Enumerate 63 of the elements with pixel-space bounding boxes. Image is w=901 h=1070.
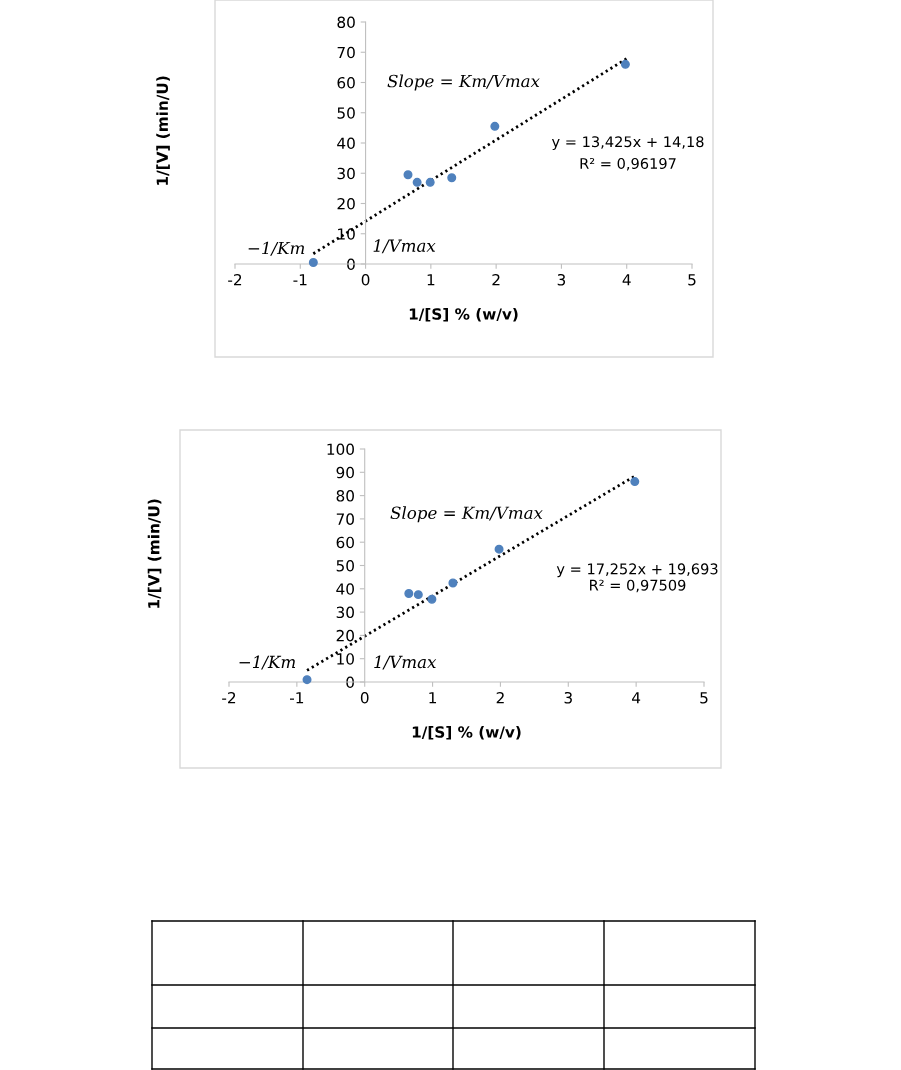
x-tick-label: 1 <box>429 692 437 704</box>
x-tick-label: 3 <box>557 273 566 286</box>
y-tick-label: 20 <box>337 197 355 210</box>
y-tick-label: 70 <box>337 46 355 59</box>
x-axis-title: 1/[S] % (w/v) <box>412 725 521 740</box>
y-tick-label: 0 <box>346 676 354 689</box>
point <box>412 177 422 187</box>
x-tick-label: -1 <box>289 692 304 704</box>
annotation: −1/Km <box>239 655 296 670</box>
y-tick-label: 40 <box>337 137 355 150</box>
y-tick-label: 60 <box>337 76 355 89</box>
y-tick-label: 0 <box>347 258 355 271</box>
y-tick-label: 80 <box>336 490 354 502</box>
y-tick-label: 100 <box>327 443 354 456</box>
y-tick-label: 10 <box>337 653 354 665</box>
x-tick-label: 2 <box>492 273 500 286</box>
y-tick-label: 30 <box>336 606 354 619</box>
x-tick-label: -2 <box>222 691 236 704</box>
y-tick-label: 80 <box>337 16 355 29</box>
point <box>425 177 435 187</box>
point <box>448 578 458 588</box>
y-axis-title: 1/[V] (min/U) <box>147 499 162 608</box>
y-tick-label: 30 <box>337 167 355 180</box>
annotation: y = 13,425x + 14,18 <box>551 136 704 151</box>
y-tick-label: 50 <box>337 107 355 119</box>
annotation: 1/Vmax <box>373 239 436 254</box>
y-tick-label: 90 <box>336 466 354 479</box>
x-tick-label: -1 <box>293 274 307 286</box>
point <box>404 588 414 598</box>
annotation: −1/Km <box>248 241 305 256</box>
annotation: 1/Vmax <box>374 655 437 670</box>
x-tick-label: 4 <box>622 274 631 286</box>
point <box>620 59 630 69</box>
y-tick-label: 70 <box>336 513 354 525</box>
y-axis-title: 1/[V] (min/U) <box>156 76 170 185</box>
annotation: R² = 0,96197 <box>580 157 676 171</box>
x-tick-label: 0 <box>360 691 369 704</box>
annotation: Slope = Km/Vmax <box>390 506 543 523</box>
y-tick-label: 20 <box>336 629 354 642</box>
annotation: Slope = Km/Vmax <box>387 74 540 91</box>
point <box>490 121 500 131</box>
annotation: R² = 0,97509 <box>590 579 686 593</box>
point <box>447 173 457 183</box>
point <box>413 590 423 600</box>
point <box>403 170 413 180</box>
x-tick-label: 3 <box>564 691 572 704</box>
x-tick-label: -2 <box>228 273 242 286</box>
x-tick-label: 0 <box>361 273 370 286</box>
point <box>494 544 504 554</box>
y-tick-label: 60 <box>336 536 354 549</box>
point <box>427 594 437 604</box>
annotation: y = 17,252x + 19,693 <box>556 563 718 578</box>
x-tick-label: 4 <box>632 692 641 704</box>
point <box>630 477 640 487</box>
x-tick-label: 5 <box>688 274 696 286</box>
y-tick-label: 50 <box>336 559 354 572</box>
point <box>308 257 318 267</box>
y-tick-label: 40 <box>336 583 354 595</box>
x-tick-label: 2 <box>496 691 504 704</box>
point <box>302 675 312 685</box>
x-tick-label: 1 <box>427 274 435 286</box>
x-axis-title: 1/[S] % (w/v) <box>409 307 518 322</box>
x-tick-label: 5 <box>700 692 708 704</box>
